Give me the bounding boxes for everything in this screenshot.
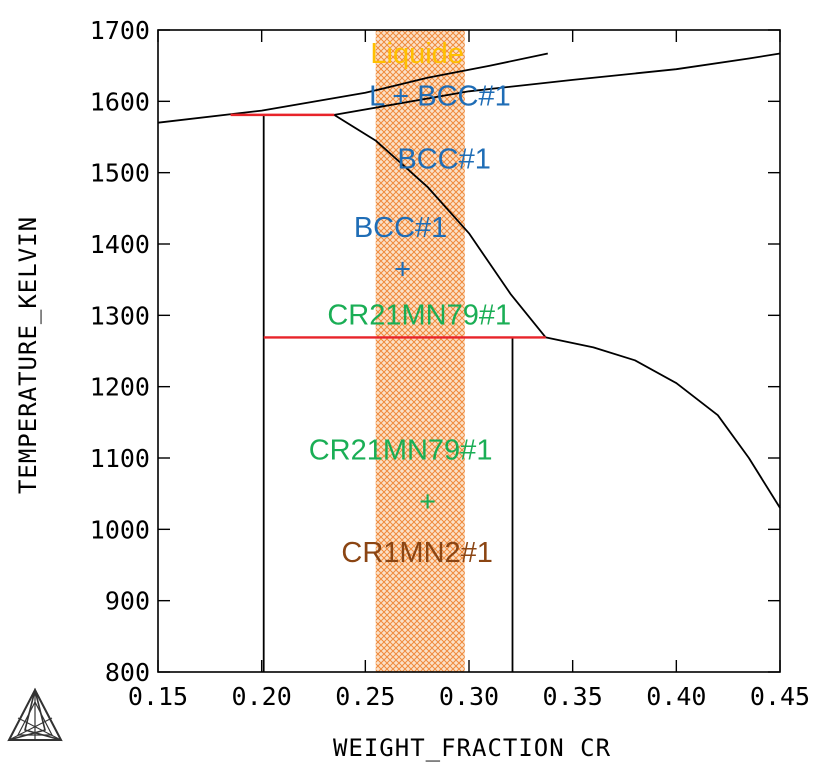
- x-tick-label: 0.35: [543, 682, 603, 711]
- x-tick-label: 0.30: [439, 682, 499, 711]
- boundary-cr1mn2-solvus: [545, 336, 781, 509]
- x-tick-label: 0.45: [750, 682, 810, 711]
- x-axis-label: WEIGHT_FRACTION CR: [333, 734, 611, 762]
- phase-region-label: BCC#1: [397, 143, 491, 175]
- plot-frame: [157, 29, 781, 673]
- phase-region-label: +: [419, 486, 436, 518]
- phase-region-label: L + BCC#1: [369, 81, 511, 113]
- phase-region-label: CR21MN79#1: [327, 300, 511, 332]
- boundary-solidus: [334, 52, 781, 116]
- y-tick-label: 900: [105, 587, 150, 616]
- boundary-bcc-solvus: [333, 114, 547, 338]
- y-tick-label: 1400: [90, 230, 150, 259]
- x-tick-label: 0.25: [335, 682, 395, 711]
- x-tick-label: 0.20: [232, 682, 292, 711]
- y-tick-label: 1100: [90, 444, 150, 473]
- y-tick-label: 1700: [90, 16, 150, 45]
- x-tick-label: 0.15: [128, 682, 188, 711]
- phase-region-label: +: [394, 253, 411, 285]
- boundary-liquidus: [157, 52, 548, 124]
- y-axis-label: TEMPERATURE_KELVIN: [14, 216, 42, 494]
- composition-band: [375, 30, 465, 672]
- y-tick-label: 1200: [90, 373, 150, 402]
- y-tick-label: 1000: [90, 515, 150, 544]
- x-tick-label: 0.40: [646, 682, 706, 711]
- y-tick-label: 1300: [90, 301, 150, 330]
- phase-region-label: CR1MN2#1: [341, 537, 493, 569]
- thermo-calc-triangle-icon: [7, 687, 63, 742]
- phase-region-label: CR21MN79#1: [309, 434, 493, 466]
- phase-region-label: Liquide: [370, 38, 464, 70]
- y-tick-label: 1500: [90, 159, 150, 188]
- y-tick-label: 1600: [90, 87, 150, 116]
- y-tick-label: 800: [105, 658, 150, 687]
- phase-region-label: BCC#1: [354, 212, 448, 244]
